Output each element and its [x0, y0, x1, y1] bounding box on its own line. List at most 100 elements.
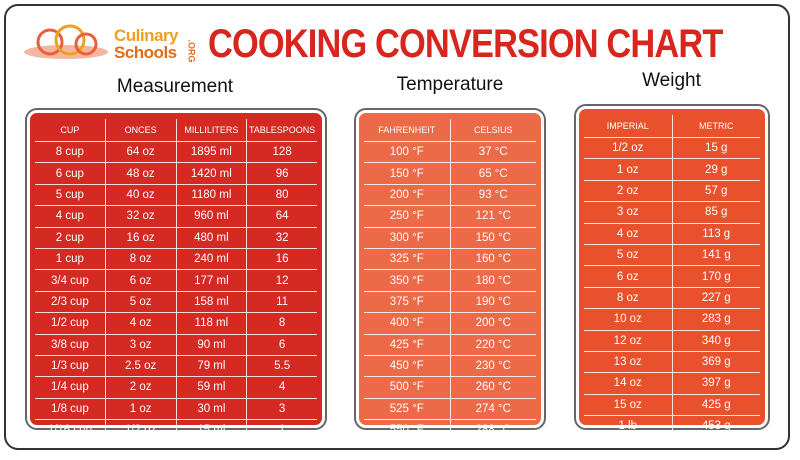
- column-header: IMPERIAL: [584, 115, 673, 137]
- table-row: 5 cup 40 oz 1180 ml 80: [35, 184, 317, 207]
- card: [4, 4, 790, 450]
- table-cell: 15 oz: [584, 394, 673, 416]
- temperature-table: FAHRENHEIT CELSIUS 100 °F 37 °C 150 °F 65 °C 2…: [356, 110, 544, 441]
- table-cell: 8: [278, 317, 286, 330]
- table-row: 12 oz 340 g: [584, 330, 760, 352]
- table-cell: 1/2 oz: [584, 138, 673, 159]
- table-cell: 3/4 cup: [35, 270, 106, 291]
- table-cell: 29 g: [705, 163, 728, 176]
- table-cell: 14 oz: [584, 373, 673, 394]
- table-row: 325 °F 160 °C: [364, 248, 536, 271]
- table-cell: 227 g: [701, 291, 731, 304]
- table-cell: 93 °C: [478, 188, 508, 201]
- table-cell: 450 °F: [364, 355, 451, 377]
- column-header: CUP: [35, 119, 106, 141]
- table-row: 100 °F 37 °C: [364, 142, 536, 164]
- table-row: 3/8 cup 3 oz 90 ml 6: [35, 334, 317, 356]
- table-cell: 1 lb: [584, 416, 673, 437]
- table-cell: 141 g: [701, 249, 731, 262]
- table-cell: 32: [275, 231, 289, 244]
- table-cell: 150 °F: [364, 163, 451, 184]
- table-cell: 8 oz: [584, 287, 673, 309]
- table-cell: 150 °C: [475, 231, 511, 244]
- table-cell: 30 ml: [177, 398, 248, 420]
- table-cell: 4 oz: [106, 313, 177, 334]
- table-row: 375 °F 190 °C: [364, 291, 536, 314]
- table-cell: 80: [275, 188, 289, 201]
- table-cell: 177 ml: [177, 270, 248, 291]
- table-cell: 375 °F: [364, 291, 451, 313]
- table-row: 3 oz 85 g: [584, 202, 760, 224]
- table-cell: 3: [278, 402, 286, 415]
- table-cell: 500 °F: [364, 377, 451, 398]
- table-cell: 369 g: [701, 356, 731, 369]
- table-cell: 1 oz: [584, 159, 673, 180]
- table-row: 14 oz 397 g: [584, 373, 760, 395]
- table-cell: 5 oz: [106, 291, 177, 313]
- table-cell: 5 cup: [35, 184, 106, 206]
- header-row: CUP ONCES MILLILITERS TABLESPOONS: [35, 119, 317, 142]
- table-cell: 121 °C: [475, 210, 511, 223]
- table-cell: 8 oz: [106, 248, 177, 270]
- table-cell: 1: [278, 424, 286, 437]
- measurement-table: CUP ONCES MILLILITERS TABLESPOONS 8 cup 64 oz…: [27, 110, 325, 441]
- table-cell: 2/3 cup: [35, 291, 106, 313]
- table-cell: 6 cup: [35, 163, 106, 184]
- table-cell: 160 °C: [475, 253, 511, 266]
- table-row: 1/4 cup 2 oz 59 ml 4: [35, 377, 317, 399]
- table-cell: 57 g: [705, 184, 728, 197]
- table-row: 1/2 cup 4 oz 118 ml 8: [35, 313, 317, 335]
- table-row: 15 oz 425 g: [584, 394, 760, 417]
- table-cell: 400 °F: [364, 313, 451, 334]
- table-row: 250 °F 121 °C: [364, 206, 536, 228]
- table-cell: 288 °C: [475, 424, 511, 437]
- table-cell: 5 oz: [584, 244, 673, 266]
- table-row: 2/3 cup 5 oz 158 ml 11: [35, 291, 317, 314]
- table-cell: 15 ml: [177, 420, 248, 441]
- table-cell: 3 oz: [106, 334, 177, 355]
- table-cell: 180 °C: [475, 274, 511, 287]
- table-row: 4 cup 32 oz 960 ml 64: [35, 206, 317, 228]
- table-cell: 550 °F: [364, 420, 451, 441]
- table-row: 1/8 cup 1 oz 30 ml 3: [35, 398, 317, 421]
- table-cell: 3 oz: [584, 202, 673, 223]
- table-cell: 16: [275, 253, 289, 266]
- table-cell: 3/8 cup: [35, 334, 106, 355]
- table-cell: 1/16 cup: [35, 420, 106, 441]
- table-row: 1/16 cup 1/2 oz 15 ml 1: [35, 420, 317, 441]
- table-row: 2 oz 57 g: [584, 180, 760, 203]
- table-cell: 37 °C: [478, 146, 508, 159]
- table-cell: 64 oz: [106, 142, 177, 163]
- column-header: MILLILITERS: [177, 119, 248, 141]
- table-row: 200 °F 93 °C: [364, 184, 536, 207]
- table-cell: 13 oz: [584, 351, 673, 373]
- table-cell: 6 oz: [106, 270, 177, 291]
- table-cell: 1/2 oz: [106, 420, 177, 441]
- table-cell: 230 °C: [475, 360, 511, 373]
- table-row: 10 oz 283 g: [584, 309, 760, 331]
- table-row: 350 °F 180 °C: [364, 270, 536, 292]
- table-row: 6 oz 170 g: [584, 266, 760, 288]
- table-cell: 525 °F: [364, 398, 451, 420]
- table-cell: 300 °F: [364, 227, 451, 248]
- table-cell: 250 °F: [364, 206, 451, 227]
- table-cell: 5.5: [274, 360, 291, 373]
- table-cell: 1895 ml: [177, 142, 248, 163]
- table-row: 4 oz 113 g: [584, 223, 760, 245]
- table-cell: 16 oz: [106, 227, 177, 248]
- section-heading: Temperature: [396, 74, 504, 95]
- section-heading: Measurement: [116, 76, 234, 97]
- table-row: 1/2 oz 15 g: [584, 138, 760, 160]
- table-cell: 10 oz: [584, 309, 673, 330]
- table-row: 2 cup 16 oz 480 ml 32: [35, 227, 317, 249]
- logo-icon: [24, 24, 108, 59]
- table-cell: 8 cup: [35, 142, 106, 163]
- table-row: 8 cup 64 oz 1895 ml 128: [35, 142, 317, 164]
- table-row: 13 oz 369 g: [584, 351, 760, 374]
- table-cell: 283 g: [701, 313, 731, 326]
- table-cell: 397 g: [701, 377, 731, 390]
- table-cell: 274 °C: [475, 402, 511, 415]
- table-row: 400 °F 200 °C: [364, 313, 536, 335]
- table-cell: 170 g: [701, 270, 731, 283]
- table-cell: 12 oz: [584, 330, 673, 351]
